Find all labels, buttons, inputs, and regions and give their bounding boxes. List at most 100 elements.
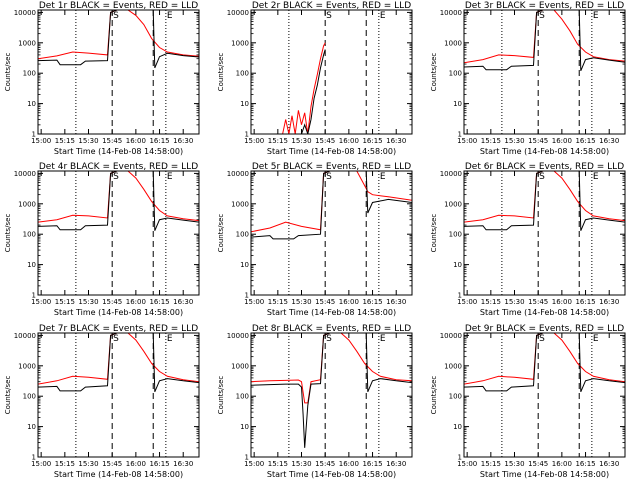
- x-tick-label: 15:15: [268, 460, 288, 468]
- x-tick-label: 15:00: [31, 298, 51, 306]
- y-tick-label: 10: [27, 261, 36, 269]
- y-axis-label: Counts/sec: [4, 376, 12, 415]
- event-marker-label: E: [380, 172, 386, 182]
- plot-frame: [463, 9, 626, 135]
- chart-title: Det 7r BLACK = Events, RED = LLD: [39, 324, 198, 334]
- y-tick-label: 10: [240, 423, 249, 431]
- series-events-line: [38, 171, 199, 231]
- x-tick-label: 16:30: [386, 460, 406, 468]
- series-events-line: [464, 171, 625, 231]
- x-tick-label: 15:15: [55, 298, 75, 306]
- x-tick-label: 16:30: [386, 137, 406, 145]
- y-axis-label: Counts/sec: [217, 214, 225, 253]
- event-marker-label: S: [113, 172, 119, 182]
- x-tick-label: 15:45: [102, 137, 122, 145]
- series-events-line: [38, 333, 199, 392]
- y-tick-label: 10: [453, 423, 462, 431]
- x-tick-label: 16:00: [126, 460, 146, 468]
- x-tick-label: 15:15: [268, 298, 288, 306]
- series-lld-line: [38, 171, 199, 223]
- event-marker-label: S: [326, 334, 332, 344]
- x-tick-label: 16:30: [173, 298, 193, 306]
- x-tick-label: 15:15: [268, 137, 288, 145]
- series-lld-line: [38, 333, 199, 385]
- event-marker-label: S: [539, 11, 545, 21]
- plot-frame: [250, 9, 413, 135]
- x-tick-label: 15:45: [102, 298, 122, 306]
- event-marker-label: E: [593, 334, 599, 344]
- y-tick-label: 100: [23, 70, 36, 78]
- x-tick-label: 15:30: [291, 298, 311, 306]
- x-tick-label: 15:15: [481, 460, 501, 468]
- y-tick-label: 1: [458, 454, 462, 462]
- y-tick-label: 1000: [18, 200, 36, 208]
- x-tick-label: 15:00: [457, 137, 477, 145]
- x-tick-label: 16:30: [386, 298, 406, 306]
- chart-panel: Det 6r BLACK = Events, RED = LLD Counts/s…: [430, 162, 626, 317]
- y-tick-label: 1000: [444, 200, 462, 208]
- series-lld-line: [464, 333, 625, 385]
- x-tick-label: 16:15: [575, 460, 595, 468]
- chart-panel: Det 4r BLACK = Events, RED = LLD Counts/s…: [4, 162, 200, 317]
- plot-frame: [463, 170, 626, 296]
- y-tick-label: 10000: [227, 170, 249, 178]
- y-tick-label: 1000: [18, 362, 36, 370]
- series-events-line: [301, 49, 326, 134]
- event-marker-label: E: [380, 11, 386, 21]
- event-marker-label: E: [593, 172, 599, 182]
- x-axis-label: Start Time (14-Feb-08 14:58:00): [480, 308, 609, 317]
- y-tick-label: 100: [236, 393, 249, 401]
- x-tick-label: 16:15: [149, 298, 169, 306]
- chart-panel: Det 9r BLACK = Events, RED = LLD Counts/s…: [430, 324, 626, 479]
- x-tick-label: 16:00: [552, 298, 572, 306]
- event-marker-label: E: [593, 11, 599, 21]
- series-lld-line: [464, 171, 625, 223]
- x-tick-label: 16:30: [599, 137, 619, 145]
- plot-frame: [37, 332, 200, 458]
- x-tick-label: 15:30: [504, 137, 524, 145]
- series-lld-line: [38, 10, 199, 60]
- event-marker-label: S: [326, 172, 332, 182]
- y-tick-label: 10: [453, 100, 462, 108]
- x-tick-label: 15:00: [244, 298, 264, 306]
- x-axis-label: Start Time (14-Feb-08 14:58:00): [54, 308, 183, 317]
- y-tick-label: 1: [32, 454, 36, 462]
- x-tick-label: 15:30: [291, 137, 311, 145]
- series-events-line: [464, 333, 625, 392]
- y-tick-label: 100: [449, 393, 462, 401]
- y-tick-label: 1: [32, 131, 36, 139]
- x-tick-label: 15:45: [528, 137, 548, 145]
- y-tick-label: 1: [458, 131, 462, 139]
- x-tick-label: 15:15: [481, 298, 501, 306]
- x-tick-label: 16:00: [339, 298, 359, 306]
- x-tick-label: 15:00: [457, 460, 477, 468]
- x-tick-label: 16:00: [126, 298, 146, 306]
- x-tick-label: 16:15: [149, 137, 169, 145]
- y-tick-label: 10: [240, 100, 249, 108]
- series-events-line: [251, 171, 412, 240]
- chart-title: Det 1r BLACK = Events, RED = LLD: [39, 1, 198, 11]
- y-tick-label: 1000: [231, 39, 249, 47]
- x-axis-label: Start Time (14-Feb-08 14:58:00): [480, 470, 609, 479]
- x-tick-label: 15:30: [78, 460, 98, 468]
- x-tick-label: 15:00: [244, 137, 264, 145]
- event-marker-label: E: [167, 11, 173, 21]
- event-marker-label: S: [113, 334, 119, 344]
- x-tick-label: 15:00: [244, 460, 264, 468]
- x-tick-label: 15:45: [102, 460, 122, 468]
- x-tick-label: 16:30: [173, 460, 193, 468]
- x-tick-label: 16:30: [599, 298, 619, 306]
- x-tick-label: 16:15: [575, 137, 595, 145]
- y-tick-label: 10: [453, 261, 462, 269]
- x-tick-label: 16:30: [599, 460, 619, 468]
- x-tick-label: 16:00: [339, 137, 359, 145]
- y-tick-label: 10: [240, 261, 249, 269]
- chart-title: Det 3r BLACK = Events, RED = LLD: [465, 1, 624, 11]
- y-axis-label: Counts/sec: [217, 53, 225, 92]
- y-axis-label: Counts/sec: [4, 53, 12, 92]
- series-lld-line: [251, 171, 412, 233]
- event-marker-label: S: [539, 334, 545, 344]
- y-tick-label: 100: [23, 231, 36, 239]
- chart-panel: Det 7r BLACK = Events, RED = LLD Counts/s…: [4, 324, 200, 479]
